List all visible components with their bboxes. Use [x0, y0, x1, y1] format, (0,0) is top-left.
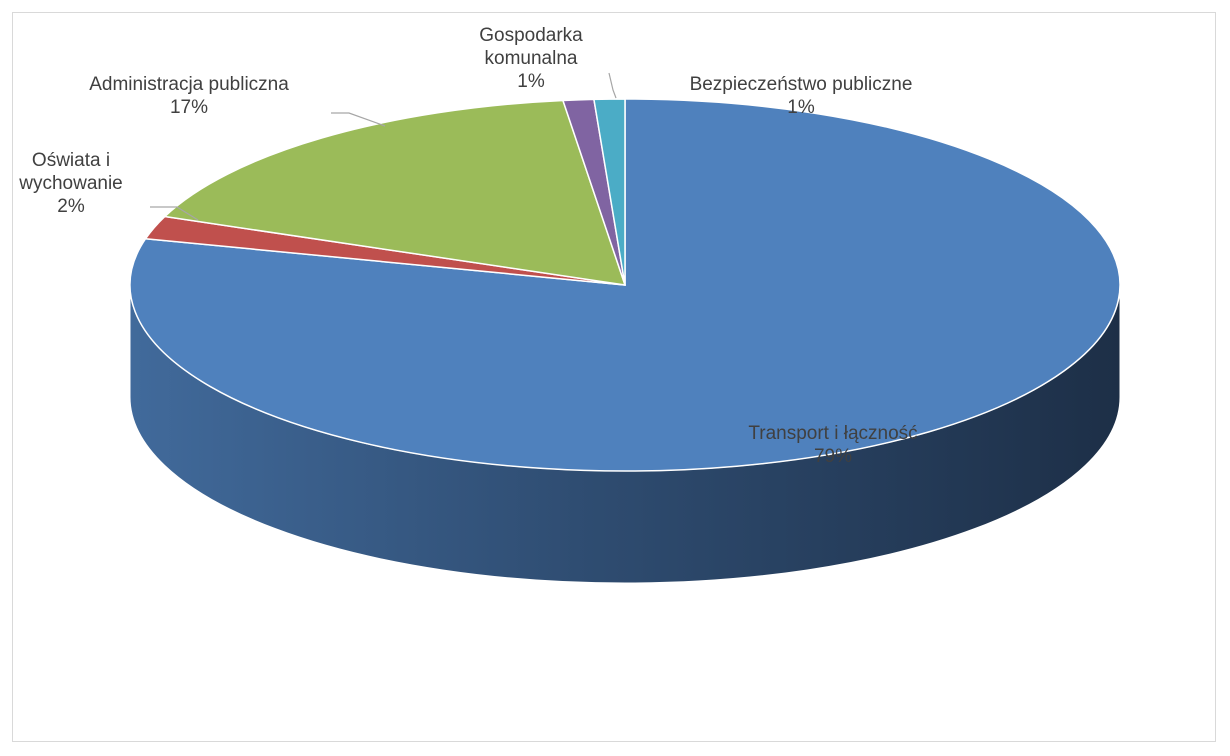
label-leader-line — [331, 112, 386, 127]
data-label-category: Gospodarka — [479, 25, 583, 46]
chart-area: Transport i łączność 79% Oświata i wychowan… — [12, 12, 1216, 742]
data-label-category: Administracja publiczna — [89, 74, 289, 95]
data-label-category: Oświata i — [32, 150, 110, 171]
label-leader-line — [608, 72, 617, 99]
data-label-percent: 17% — [170, 97, 208, 118]
label-leader-line — [150, 206, 199, 221]
data-label-percent: 1% — [787, 97, 815, 118]
data-label-category: Bezpieczeństwo publiczne — [690, 74, 913, 95]
data-label-category: Transport i łączność — [748, 423, 917, 444]
data-label-category: komunalna — [485, 48, 578, 69]
data-label-percent: 2% — [57, 196, 85, 217]
data-label-percent: 79% — [814, 446, 852, 467]
data-label-percent: 1% — [517, 71, 545, 92]
pie-slice — [593, 98, 626, 286]
data-label-category: wychowanie — [18, 173, 123, 194]
pie-slice — [163, 99, 627, 286]
